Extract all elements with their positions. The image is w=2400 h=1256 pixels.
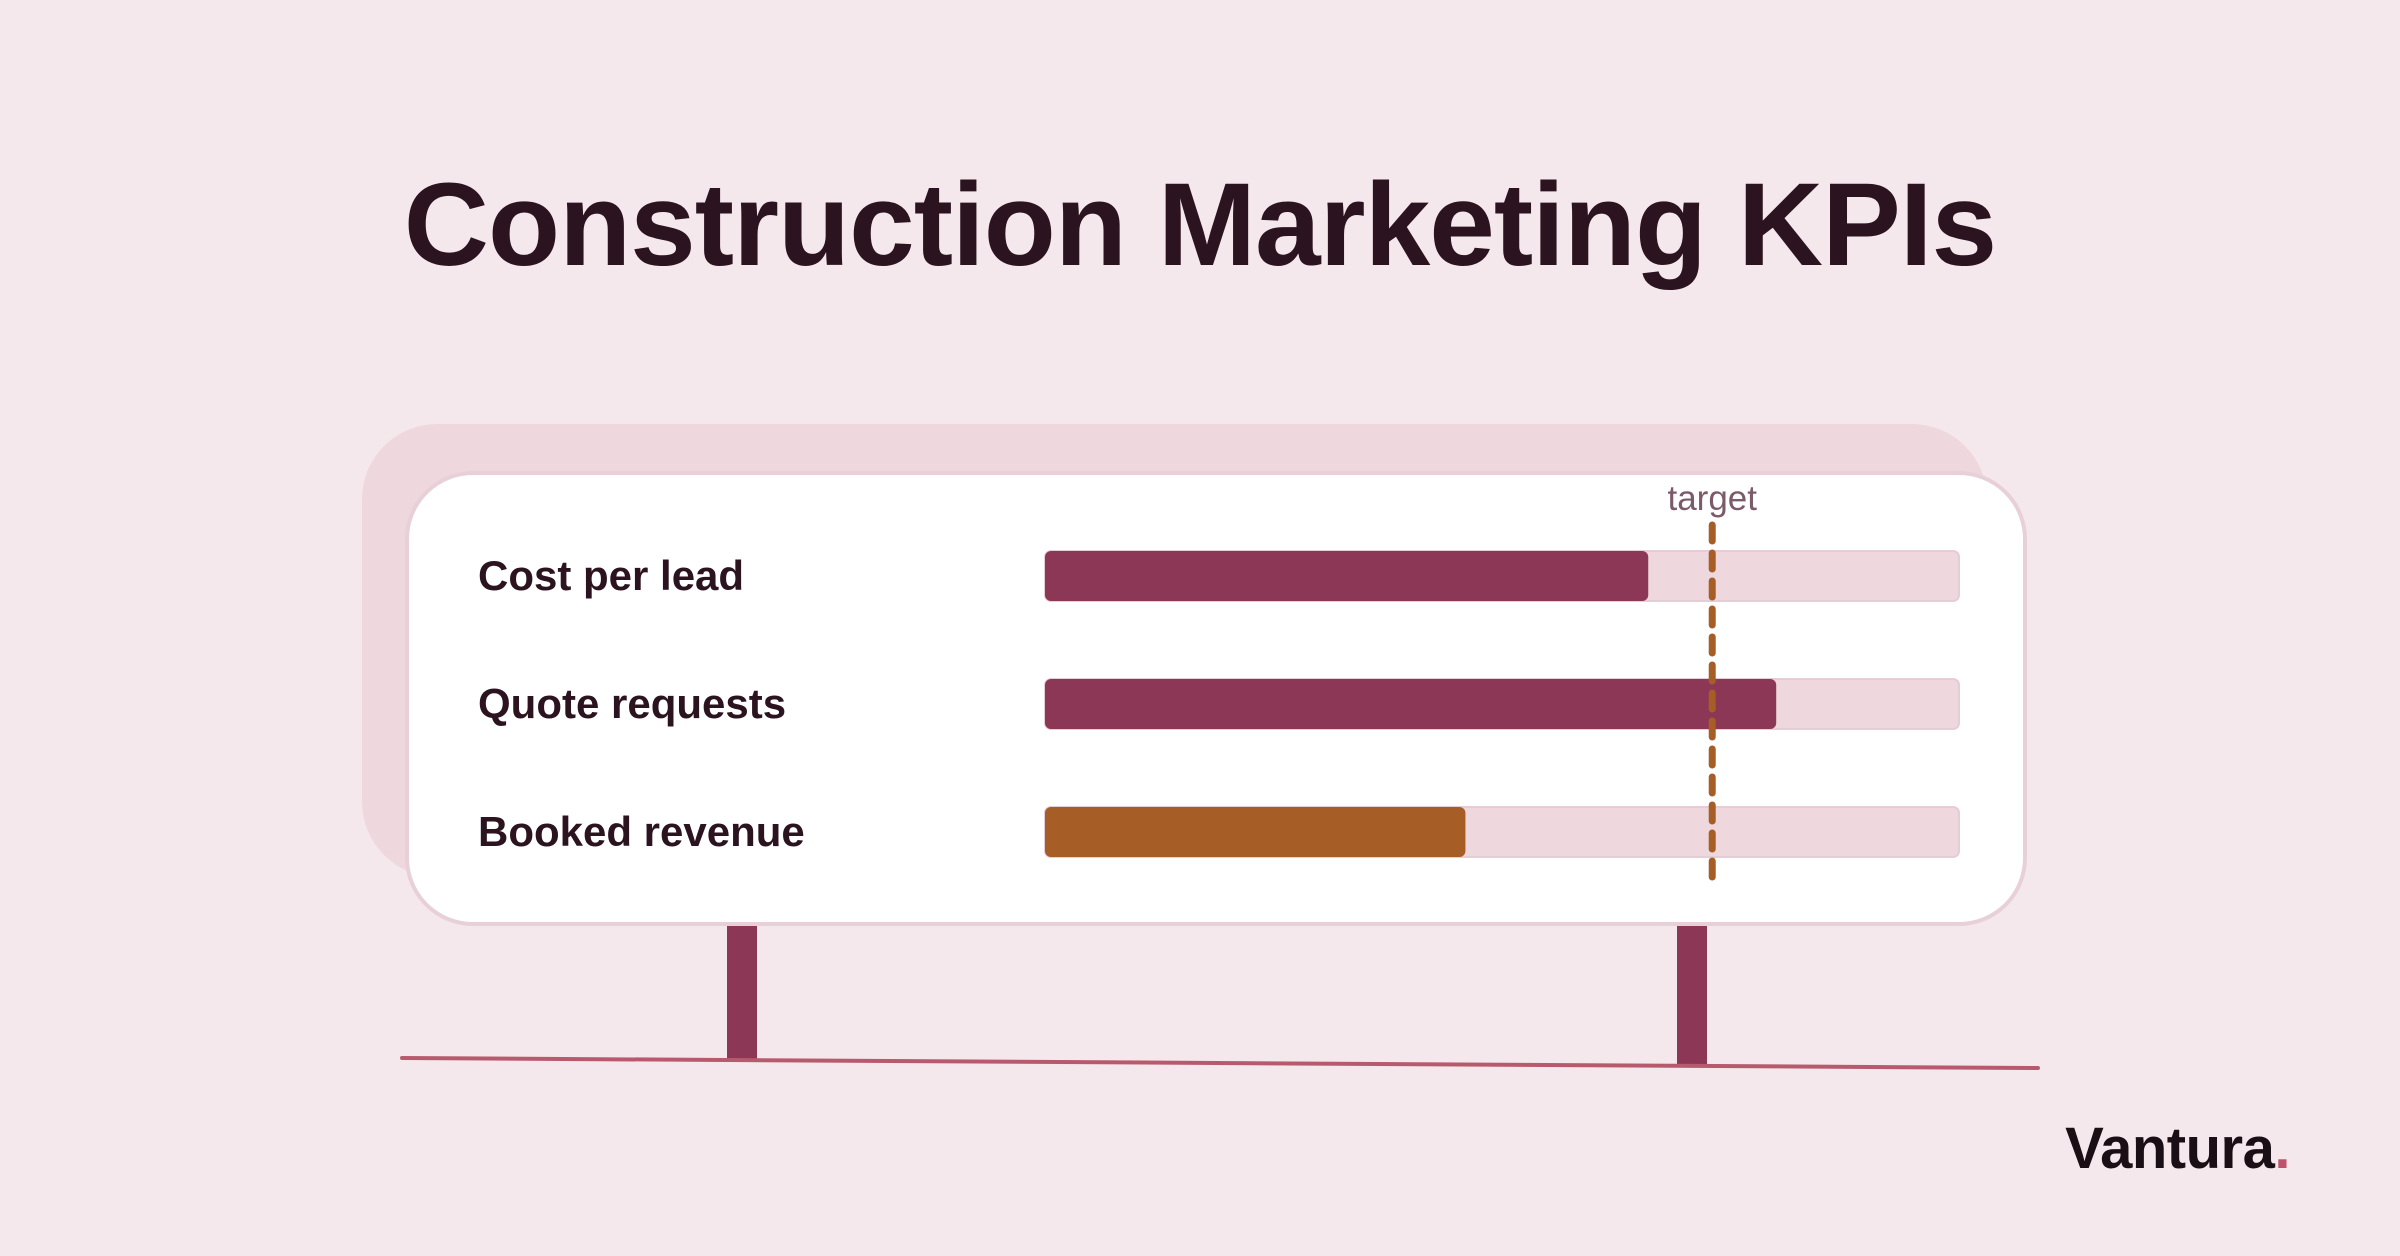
brand-dot: .: [2274, 1116, 2290, 1181]
billboard-right-post: [1677, 924, 1707, 1064]
bar: [1045, 551, 1649, 601]
target-label: target: [1667, 479, 1757, 518]
bar-label: Booked revenue: [478, 808, 805, 855]
chart-title: Construction Marketing KPIs: [403, 159, 1997, 291]
billboard-left-post: [727, 924, 757, 1059]
brand-logo: Vantura.: [1690, 1115, 2290, 1182]
bar: [1045, 679, 1777, 729]
bar-label: Quote requests: [478, 680, 786, 727]
brand-name: Vantura: [2065, 1116, 2275, 1181]
bar-label: Cost per lead: [478, 552, 744, 599]
bar: [1045, 807, 1466, 857]
